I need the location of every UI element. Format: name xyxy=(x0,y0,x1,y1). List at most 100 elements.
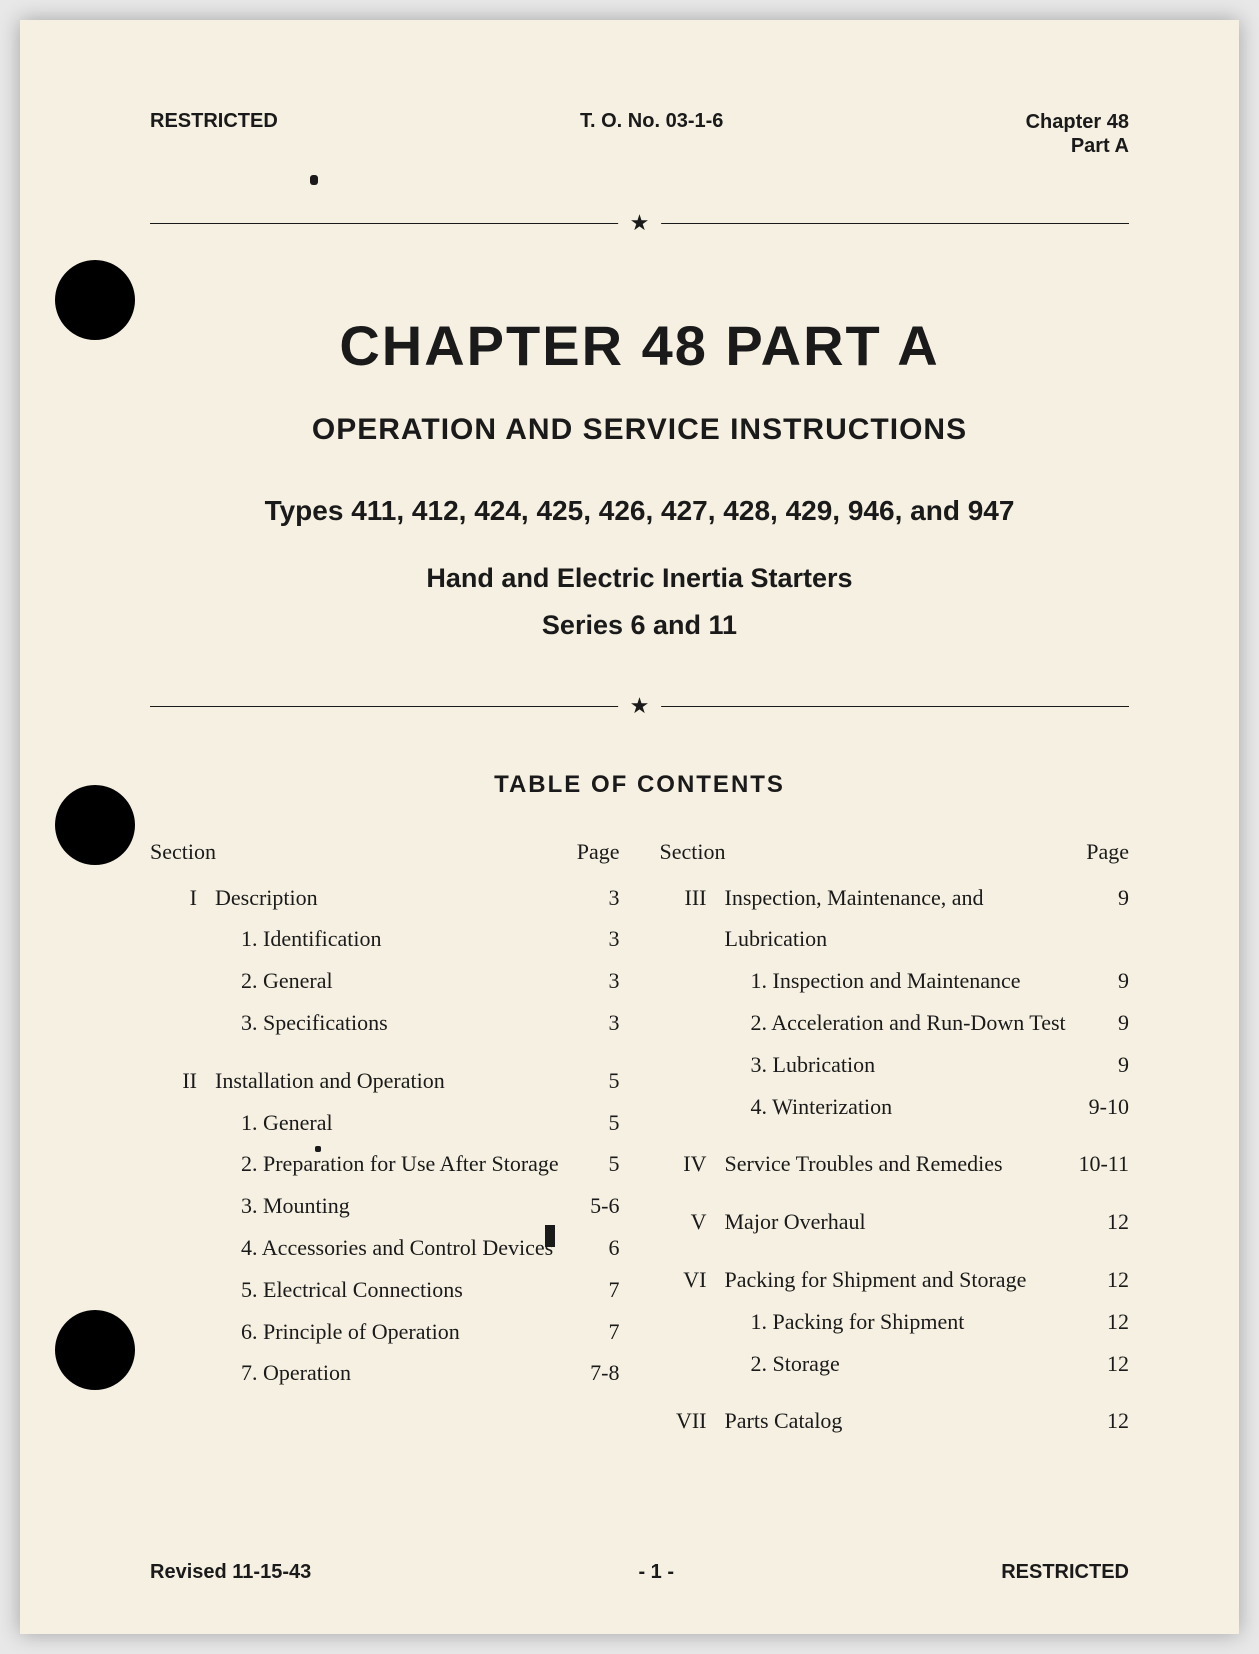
header-classification: RESTRICTED xyxy=(150,110,278,158)
toc-row: VIPacking for Shipment and Storage12 xyxy=(660,1259,1130,1301)
toc-page-number: 3 xyxy=(560,918,620,960)
toc-subentry-title: 2. General xyxy=(215,960,560,1002)
toc-page-number: 9 xyxy=(1069,1002,1129,1044)
toc-row: 2. Acceleration and Run-Down Test9 xyxy=(660,1002,1130,1044)
toc-subentry-title: 2. Acceleration and Run-Down Test xyxy=(725,1002,1070,1044)
toc-row: 1. Inspection and Maintenance9 xyxy=(660,960,1130,1002)
page-footer: Revised 11-15-43 - 1 - RESTRICTED xyxy=(150,1561,1129,1584)
toc-section-numeral: II xyxy=(150,1060,215,1102)
toc-entry-title: Inspection, Maintenance, and Lubrication xyxy=(725,877,1070,961)
toc-entry-title: Installation and Operation xyxy=(215,1060,560,1102)
toc-page-number: 12 xyxy=(1069,1301,1129,1343)
scan-blemish xyxy=(545,1225,555,1247)
product-line: Hand and Electric Inertia Starters xyxy=(150,563,1129,594)
toc-row: 1. Identification3 xyxy=(150,918,620,960)
toc-subentry-title: 1. General xyxy=(215,1102,560,1144)
toc-row: 1. Packing for Shipment12 xyxy=(660,1301,1130,1343)
toc-subentry-title: 6. Principle of Operation xyxy=(215,1311,560,1353)
toc-header-page: Page xyxy=(1069,839,1129,865)
toc-row: 4. Winterization9-10 xyxy=(660,1086,1130,1128)
divider-rule: ★ xyxy=(150,213,1129,233)
toc-row: VIIParts Catalog12 xyxy=(660,1400,1130,1442)
toc-subentry-title: 3. Lubrication xyxy=(725,1044,1070,1086)
toc-section-numeral: V xyxy=(660,1201,725,1243)
toc-row: 1. General5 xyxy=(150,1102,620,1144)
toc-subentry-title: 2. Storage xyxy=(725,1343,1070,1385)
toc-page-number: 9-10 xyxy=(1069,1086,1129,1128)
toc-heading: TABLE OF CONTENTS xyxy=(150,771,1129,799)
toc-page-number: 3 xyxy=(560,960,620,1002)
toc-subentry-title: 1. Identification xyxy=(215,918,560,960)
toc-page-number: 9 xyxy=(1069,960,1129,1002)
punch-hole xyxy=(55,785,135,865)
toc-header-page: Page xyxy=(560,839,620,865)
toc-row: 2. Storage12 xyxy=(660,1343,1130,1385)
header-chapter-ref: Chapter 48 Part A xyxy=(1026,110,1129,158)
toc-header-spacer xyxy=(215,839,560,865)
toc-page-number: 12 xyxy=(1069,1400,1129,1442)
document-page: RESTRICTED T. O. No. 03-1-6 Chapter 48 P… xyxy=(20,20,1239,1634)
toc-column-header: Section Page xyxy=(150,839,620,865)
toc-page-number: 3 xyxy=(560,877,620,919)
toc-header-section: Section xyxy=(660,839,725,865)
toc-page-number: 7 xyxy=(560,1269,620,1311)
toc-row: 7. Operation7-8 xyxy=(150,1352,620,1394)
toc-subentry-title: 7. Operation xyxy=(215,1352,560,1394)
header-document-number: T. O. No. 03-1-6 xyxy=(580,110,723,158)
footer-revision-date: Revised 11-15-43 xyxy=(150,1561,311,1584)
toc-page-number: 12 xyxy=(1069,1343,1129,1385)
toc-row: IVService Troubles and Remedies10-11 xyxy=(660,1143,1130,1185)
toc-page-number: 7-8 xyxy=(560,1352,620,1394)
toc-section-numeral: I xyxy=(150,877,215,919)
footer-page-number: - 1 - xyxy=(638,1561,674,1584)
toc-subentry-title: 5. Electrical Connections xyxy=(215,1269,560,1311)
toc-subentry-title: 1. Inspection and Maintenance xyxy=(725,960,1070,1002)
toc-subentry-title: 4. Accessories and Control Devices xyxy=(215,1227,560,1269)
toc-page-number: 6 xyxy=(560,1227,620,1269)
punch-hole xyxy=(55,260,135,340)
star-icon: ★ xyxy=(618,212,662,234)
chapter-title: CHAPTER 48 PART A xyxy=(150,313,1129,378)
toc-header-section: Section xyxy=(150,839,215,865)
toc-page-number: 9 xyxy=(1069,1044,1129,1086)
toc-subentry-title: 1. Packing for Shipment xyxy=(725,1301,1070,1343)
toc-row: VMajor Overhaul12 xyxy=(660,1201,1130,1243)
divider-rule: ★ xyxy=(150,696,1129,716)
toc-row: IIInstallation and Operation5 xyxy=(150,1060,620,1102)
toc-page-number: 5-6 xyxy=(560,1185,620,1227)
footer-classification: RESTRICTED xyxy=(1001,1561,1129,1584)
toc-row: 3. Mounting5-6 xyxy=(150,1185,620,1227)
toc-subentry-title: 4. Winterization xyxy=(725,1086,1070,1128)
toc-row: 3. Lubrication9 xyxy=(660,1044,1130,1086)
toc-row: IDescription3 xyxy=(150,877,620,919)
toc-entry-title: Major Overhaul xyxy=(725,1201,1070,1243)
toc-section-numeral: IV xyxy=(660,1143,725,1185)
toc-page-number: 7 xyxy=(560,1311,620,1353)
toc-row: 5. Electrical Connections7 xyxy=(150,1269,620,1311)
toc-page-number: 9 xyxy=(1069,877,1129,919)
toc-subentry-title: 3. Mounting xyxy=(215,1185,560,1227)
toc-page-number: 5 xyxy=(560,1060,620,1102)
toc-column-header: Section Page xyxy=(660,839,1130,865)
toc-section-numeral: VI xyxy=(660,1259,725,1301)
scan-blemish xyxy=(315,1146,321,1152)
toc-entry-title: Parts Catalog xyxy=(725,1400,1070,1442)
star-icon: ★ xyxy=(618,695,662,717)
toc-left-column: Section Page IDescription31. Identificat… xyxy=(150,839,620,1443)
toc-page-number: 12 xyxy=(1069,1201,1129,1243)
toc-header-spacer xyxy=(725,839,1070,865)
toc-row: IIIInspection, Maintenance, and Lubricat… xyxy=(660,877,1130,961)
header-part-line: Part A xyxy=(1026,134,1129,158)
toc-entry-title: Description xyxy=(215,877,560,919)
toc-page-number: 5 xyxy=(560,1143,620,1185)
page-header: RESTRICTED T. O. No. 03-1-6 Chapter 48 P… xyxy=(150,110,1129,158)
toc-page-number: 12 xyxy=(1069,1259,1129,1301)
toc-entry-title: Packing for Shipment and Storage xyxy=(725,1259,1070,1301)
toc-row: 2. General3 xyxy=(150,960,620,1002)
toc-row: 6. Principle of Operation7 xyxy=(150,1311,620,1353)
header-chapter-line: Chapter 48 xyxy=(1026,110,1129,134)
toc-row: 3. Specifications3 xyxy=(150,1002,620,1044)
series-line: Series 6 and 11 xyxy=(150,610,1129,641)
toc-subentry-title: 2. Preparation for Use After Storage xyxy=(215,1143,560,1185)
toc-page-number: 10-11 xyxy=(1069,1143,1129,1185)
